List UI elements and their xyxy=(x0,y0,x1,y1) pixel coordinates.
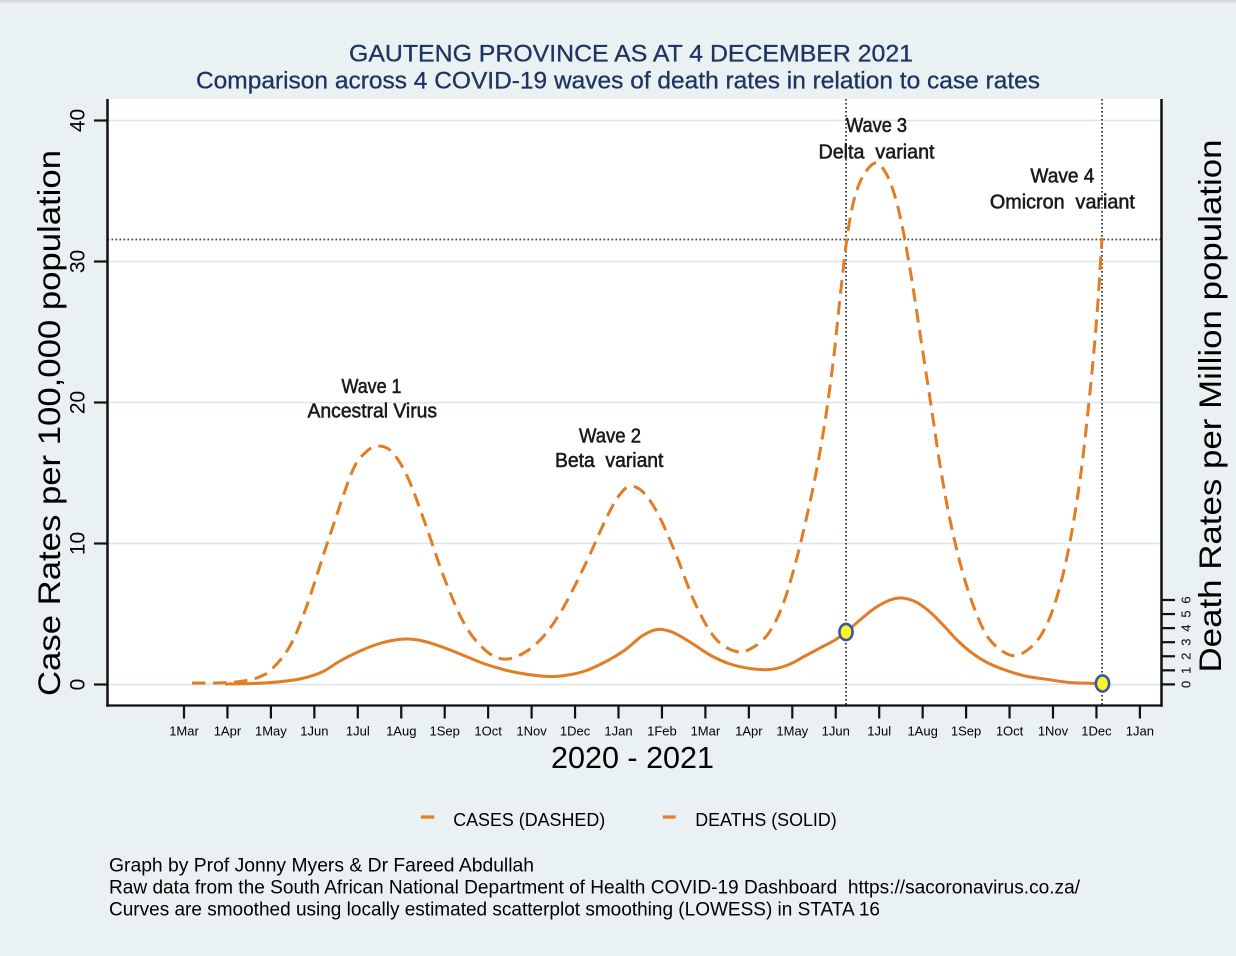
svg-text:CASES (DASHED): CASES (DASHED) xyxy=(453,810,605,830)
svg-text:Omicron variant: Omicron variant xyxy=(990,192,1135,214)
svg-text:20: 20 xyxy=(67,391,90,414)
svg-text:1Dec: 1Dec xyxy=(560,724,591,739)
svg-text:0: 0 xyxy=(1179,681,1194,688)
svg-text:1Aug: 1Aug xyxy=(386,724,416,739)
svg-text:1Mar: 1Mar xyxy=(691,724,721,739)
svg-text:Ancestral Virus: Ancestral Virus xyxy=(308,401,438,423)
svg-text:1Sep: 1Sep xyxy=(951,724,981,739)
svg-text:Curves are smoothed using loca: Curves are smoothed using locally estima… xyxy=(109,900,880,921)
svg-text:Wave 1: Wave 1 xyxy=(342,376,402,398)
svg-text:1May: 1May xyxy=(776,724,808,739)
svg-text:1Feb: 1Feb xyxy=(647,724,677,739)
svg-text:2: 2 xyxy=(1179,653,1194,660)
svg-text:Comparison across 4 COVID-19 w: Comparison across 4 COVID-19 waves of de… xyxy=(196,68,1040,95)
svg-text:1: 1 xyxy=(1179,667,1194,674)
svg-text:1Jul: 1Jul xyxy=(867,724,891,739)
svg-text:1Sep: 1Sep xyxy=(430,724,460,739)
svg-text:4: 4 xyxy=(1179,625,1194,632)
svg-text:Beta variant: Beta variant xyxy=(555,450,664,472)
svg-text:Wave 4: Wave 4 xyxy=(1030,166,1094,188)
svg-text:Wave 3: Wave 3 xyxy=(846,115,907,137)
svg-text:1Jan: 1Jan xyxy=(1126,724,1154,739)
svg-text:1Mar: 1Mar xyxy=(169,724,199,739)
svg-text:Death Rates per Million popula: Death Rates per Million population xyxy=(1192,140,1228,673)
svg-text:1Jun: 1Jun xyxy=(300,724,328,739)
svg-text:DEATHS (SOLID): DEATHS (SOLID) xyxy=(695,810,837,830)
svg-text:1Nov: 1Nov xyxy=(516,724,547,739)
svg-text:3: 3 xyxy=(1179,639,1194,646)
svg-text:Delta variant: Delta variant xyxy=(819,142,935,164)
svg-text:1Jul: 1Jul xyxy=(346,724,370,739)
svg-text:0: 0 xyxy=(67,679,90,691)
svg-text:1Oct: 1Oct xyxy=(996,724,1024,739)
svg-text:Graph by Prof Jonny Myers & Dr: Graph by Prof Jonny Myers & Dr Fareed Ab… xyxy=(109,856,534,877)
svg-text:10: 10 xyxy=(67,532,90,555)
svg-text:1Apr: 1Apr xyxy=(735,724,763,739)
svg-text:5: 5 xyxy=(1179,610,1194,617)
svg-text:1Aug: 1Aug xyxy=(907,724,937,739)
svg-text:Wave 2: Wave 2 xyxy=(579,426,641,448)
svg-text:Raw data from the South Africa: Raw data from the South African National… xyxy=(109,878,1081,899)
svg-text:1Jun: 1Jun xyxy=(822,724,850,739)
svg-text:40: 40 xyxy=(67,109,90,132)
svg-text:1Dec: 1Dec xyxy=(1081,724,1112,739)
svg-text:30: 30 xyxy=(67,250,90,273)
svg-text:1Apr: 1Apr xyxy=(214,724,242,739)
svg-text:1Jan: 1Jan xyxy=(604,724,632,739)
svg-text:1May: 1May xyxy=(255,724,287,739)
svg-text:GAUTENG PROVINCE AS AT 4 DECEM: GAUTENG PROVINCE AS AT 4 DECEMBER 2021 xyxy=(349,41,913,68)
svg-text:2020 - 2021: 2020 - 2021 xyxy=(551,740,714,775)
svg-text:1Nov: 1Nov xyxy=(1038,724,1069,739)
svg-text:6: 6 xyxy=(1179,596,1194,603)
svg-text:1Oct: 1Oct xyxy=(474,724,502,739)
svg-text:Case Rates per 100,000 populat: Case Rates per 100,000 population xyxy=(31,150,67,696)
